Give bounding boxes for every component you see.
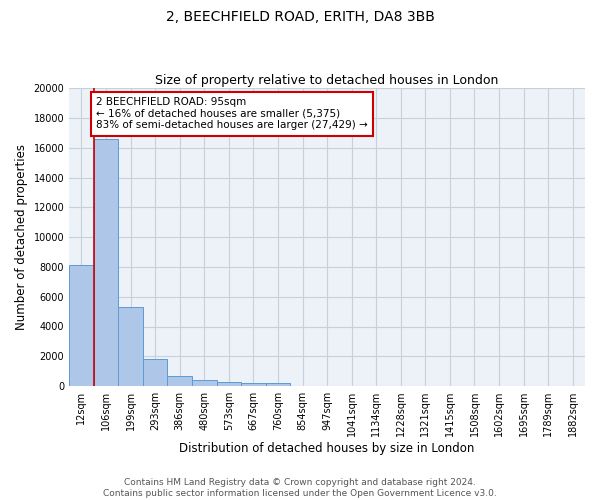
Bar bbox=[217, 382, 241, 386]
Bar bbox=[167, 376, 192, 386]
Bar bbox=[94, 139, 118, 386]
Bar bbox=[143, 358, 167, 386]
Text: 2 BEECHFIELD ROAD: 95sqm
← 16% of detached houses are smaller (5,375)
83% of sem: 2 BEECHFIELD ROAD: 95sqm ← 16% of detach… bbox=[96, 97, 368, 130]
Bar bbox=[118, 307, 143, 386]
Text: 2, BEECHFIELD ROAD, ERITH, DA8 3BB: 2, BEECHFIELD ROAD, ERITH, DA8 3BB bbox=[166, 10, 434, 24]
Text: Contains HM Land Registry data © Crown copyright and database right 2024.
Contai: Contains HM Land Registry data © Crown c… bbox=[103, 478, 497, 498]
X-axis label: Distribution of detached houses by size in London: Distribution of detached houses by size … bbox=[179, 442, 475, 455]
Bar bbox=[69, 266, 94, 386]
Bar bbox=[192, 380, 217, 386]
Bar bbox=[241, 383, 266, 386]
Bar bbox=[266, 384, 290, 386]
Y-axis label: Number of detached properties: Number of detached properties bbox=[15, 144, 28, 330]
Title: Size of property relative to detached houses in London: Size of property relative to detached ho… bbox=[155, 74, 499, 87]
